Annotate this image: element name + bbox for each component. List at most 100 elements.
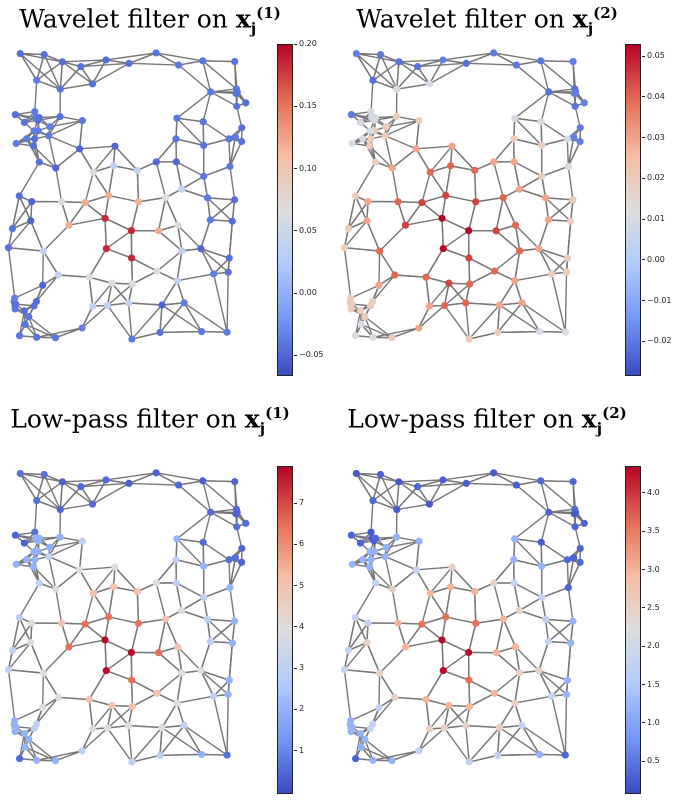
graph-node <box>210 270 218 278</box>
graph-edge <box>48 540 83 558</box>
graph-edge <box>41 251 45 286</box>
graph-node <box>32 720 41 728</box>
graph-edge <box>183 302 228 333</box>
graph-node <box>415 537 423 545</box>
graph-edge <box>574 526 581 549</box>
graph-edge <box>84 623 106 641</box>
graph-edge <box>11 622 33 651</box>
graph-node <box>392 533 401 541</box>
graph-node <box>46 543 54 551</box>
graph-edge <box>105 651 132 672</box>
graph-edge <box>210 219 233 222</box>
graph-edge <box>131 679 158 694</box>
graph-edge <box>89 698 113 707</box>
graph-node <box>536 750 544 759</box>
graph-edge <box>201 330 228 333</box>
graph-edge <box>347 617 357 651</box>
graph-edge <box>161 302 185 306</box>
graph-node <box>392 112 401 121</box>
graph-node <box>25 735 33 743</box>
graph-edge <box>465 724 500 729</box>
graph-edge <box>161 304 202 333</box>
graph-node <box>442 613 450 621</box>
graph-edge <box>7 642 32 671</box>
graph-node <box>56 85 64 93</box>
graph-node <box>364 619 372 627</box>
graph-node <box>393 85 401 93</box>
graph-edge <box>176 91 212 119</box>
graph-node <box>371 158 380 166</box>
graph-edge <box>494 692 516 704</box>
graph-edge <box>547 620 574 643</box>
graph-node <box>576 544 584 553</box>
graph-node <box>567 217 575 225</box>
graph-node <box>125 59 133 67</box>
graph-nodes <box>4 49 250 343</box>
panel-title: Low-pass filter on xj(1) <box>0 404 300 437</box>
graph-edge <box>177 224 202 250</box>
graph-node <box>369 496 377 505</box>
graph-node <box>548 270 556 278</box>
graph-edge <box>538 248 567 273</box>
graph-edge <box>81 728 94 752</box>
graph-edge <box>18 617 32 643</box>
graph-node <box>518 721 526 730</box>
graph-edge <box>176 250 183 281</box>
graph-node <box>366 142 374 150</box>
graph-edge <box>425 670 444 700</box>
graph-edge <box>80 479 107 488</box>
colorbar-tick-label: 0.05 <box>294 225 317 235</box>
graph-node <box>570 510 578 518</box>
graph-node <box>180 299 188 307</box>
graph-node <box>516 247 524 255</box>
graph-edge <box>493 559 515 584</box>
graph-edge <box>396 536 420 542</box>
graph-node <box>172 135 180 143</box>
graph-node <box>20 118 28 126</box>
graph-node <box>347 294 355 302</box>
graph-edge <box>451 145 476 171</box>
graph-node <box>381 132 389 140</box>
graph-node <box>472 198 480 206</box>
graph-edge <box>391 569 417 590</box>
graph-node <box>418 620 426 628</box>
graph-node <box>56 505 64 514</box>
graph-node <box>127 648 136 657</box>
graph-node <box>563 556 571 564</box>
graph-edge <box>42 646 70 674</box>
graph-node <box>128 280 137 288</box>
graph-node <box>11 294 19 302</box>
graph-edge <box>538 247 568 259</box>
graph-node <box>490 689 499 697</box>
graph-node <box>203 615 212 623</box>
graph-node <box>515 185 524 193</box>
graph-node <box>231 133 239 141</box>
title-var: x <box>235 4 251 34</box>
graph-node <box>344 224 353 233</box>
graph-edge <box>19 472 61 511</box>
colorbar <box>625 466 641 794</box>
graph-edge <box>469 692 495 708</box>
graph-node <box>576 558 584 566</box>
graph-edge <box>108 194 139 203</box>
graph-node <box>537 538 545 546</box>
graph-node <box>231 477 239 486</box>
graph-node <box>197 667 205 675</box>
graph-edge <box>428 705 450 730</box>
graph-edge <box>396 61 400 90</box>
graph-node <box>356 307 365 315</box>
graph-node <box>178 606 186 615</box>
graph-edge <box>160 753 202 757</box>
title-sub: j <box>587 19 594 38</box>
graph-edge <box>68 639 106 648</box>
colorbar-tick-label: 6 <box>293 539 305 549</box>
graph-node <box>570 133 578 141</box>
graph-edge <box>538 219 550 249</box>
graph-edge <box>155 472 179 486</box>
graph-node <box>376 50 385 59</box>
graph-edge <box>200 670 215 697</box>
graph-edge <box>540 91 550 122</box>
graph-edge <box>131 754 161 763</box>
graph-edge <box>514 225 521 251</box>
graph-node <box>465 676 473 684</box>
